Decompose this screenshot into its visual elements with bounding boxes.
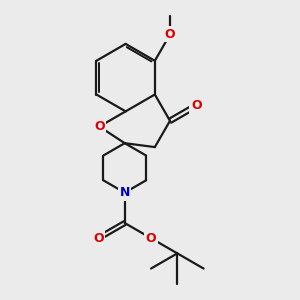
Text: O: O [94,120,105,133]
Text: O: O [146,232,156,245]
Text: O: O [165,28,175,41]
Text: N: N [119,186,130,199]
Text: O: O [191,99,202,112]
Text: O: O [93,232,104,245]
